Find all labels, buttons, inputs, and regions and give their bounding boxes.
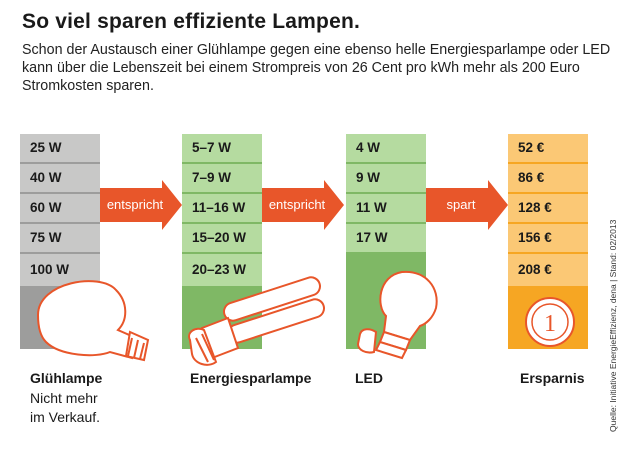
value-row: 25 W xyxy=(20,134,100,162)
arrow-label: entspricht xyxy=(106,197,164,212)
value-row: 4 W xyxy=(346,134,426,162)
incandescent-bulb-icon xyxy=(36,280,150,362)
value-row: 86 € xyxy=(508,164,588,192)
value-row: 11–16 W xyxy=(182,194,262,222)
euro-coin-icon: 1 xyxy=(525,297,575,347)
sublabel-line-2: im Verkauf. xyxy=(30,409,101,425)
arrow-label: spart xyxy=(446,197,476,212)
value-row: 128 € xyxy=(508,194,588,222)
value-row: 20–23 W xyxy=(182,254,262,286)
value-row: 7–9 W xyxy=(182,164,262,192)
source-note: Quelle: Initiative EnergieEffizienz, den… xyxy=(608,219,618,432)
label-energiesparlampe: Energiesparlampe xyxy=(190,370,312,386)
value-row: 156 € xyxy=(508,224,588,252)
sublabel-line-1: Nicht mehr xyxy=(30,390,98,406)
label-ersparnis: Ersparnis xyxy=(520,370,585,386)
arrow-spart: spart xyxy=(426,180,508,230)
value-row: 75 W xyxy=(20,224,100,252)
label-led: LED xyxy=(355,370,383,386)
coin-value: 1 xyxy=(544,311,556,337)
value-row: 40 W xyxy=(20,164,100,192)
value-row: 5–7 W xyxy=(182,134,262,162)
value-row: 17 W xyxy=(346,224,426,252)
energy-saving-bulb-icon xyxy=(188,276,325,366)
value-row: 60 W xyxy=(20,194,100,222)
value-row: 15–20 W xyxy=(182,224,262,252)
page-title: So viel sparen effiziente Lampen. xyxy=(22,10,361,33)
value-row: 9 W xyxy=(346,164,426,192)
value-row: 52 € xyxy=(508,134,588,162)
subtitle: Schon der Austausch einer Glühlampe gege… xyxy=(22,42,611,94)
arrow-entspricht-1: entspricht xyxy=(100,180,182,230)
arrow-label: entspricht xyxy=(268,197,326,212)
value-row: 11 W xyxy=(346,194,426,222)
label-gluehlampe: Glühlampe xyxy=(30,370,103,386)
arrow-entspricht-2: entspricht xyxy=(262,180,344,230)
led-bulb-icon xyxy=(356,270,438,360)
column-energiesparlampe: 5–7 W 7–9 W 11–16 W 15–20 W 20–23 W xyxy=(182,134,262,349)
value-row: 208 € xyxy=(508,254,588,286)
